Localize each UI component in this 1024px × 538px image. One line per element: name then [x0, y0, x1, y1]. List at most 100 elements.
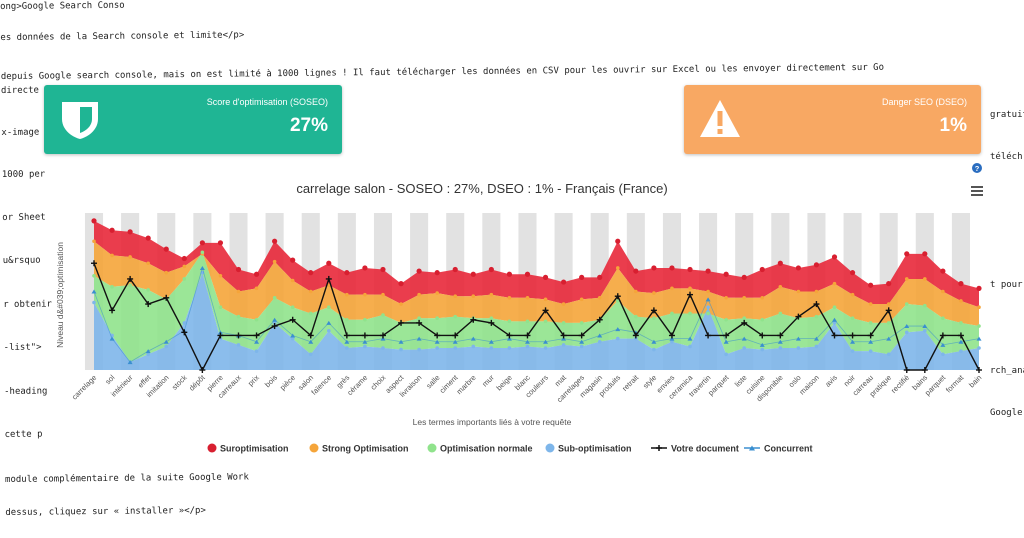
- point-optimisation-normale: [182, 277, 187, 281]
- point-optimisation-normale: [778, 311, 783, 316]
- point-strong-optimisation: [92, 239, 96, 244]
- point-concurrent: [109, 336, 115, 341]
- background-code-line: téléch: [990, 152, 1023, 162]
- x-tick-label: cérame: [345, 373, 369, 397]
- background-code-line: 1000 per: [1, 169, 46, 180]
- legend-item-optimisation-normale[interactable]: Optimisation normale: [427, 443, 533, 454]
- x-tick-label: parquet: [706, 372, 731, 397]
- point-sub-optimisation: [435, 346, 439, 350]
- point-sub-optimisation: [92, 300, 96, 305]
- line-concurrent: [93, 266, 980, 363]
- point-sub-optimisation: [381, 346, 385, 350]
- point-suroptimisation: [813, 262, 820, 268]
- point-strong-optimisation: [525, 295, 530, 300]
- point-suroptimisation: [506, 271, 513, 277]
- point-votre-document: [470, 316, 477, 323]
- point-votre-document: [668, 332, 675, 339]
- x-tick-label: beige: [494, 373, 513, 392]
- point-suroptimisation: [560, 279, 567, 285]
- point-concurrent: [904, 324, 910, 329]
- point-concurrent: [723, 339, 729, 344]
- point-votre-document: [813, 301, 820, 308]
- point-optimisation-normale: [814, 314, 819, 319]
- point-suroptimisation: [488, 266, 494, 273]
- background-code-line: dessus, cliquez sur « installer »</p>: [5, 505, 206, 518]
- point-strong-optimisation: [507, 295, 512, 300]
- point-suroptimisation: [669, 265, 675, 271]
- x-tick-label: retrait: [620, 372, 641, 393]
- point-concurrent: [705, 297, 711, 302]
- point-sub-optimisation: [561, 343, 566, 347]
- legend-item-suroptimisation[interactable]: Suroptimisation: [207, 443, 289, 454]
- svg-text:Concurrent: Concurrent: [764, 444, 813, 454]
- point-votre-document: [939, 332, 946, 339]
- soseo-label: Score d'optimisation (SOSEO): [206, 97, 328, 107]
- legend-item-concurrent[interactable]: Concurrent: [744, 444, 813, 454]
- point-suroptimisation: [723, 271, 729, 277]
- point-sub-optimisation: [923, 328, 927, 333]
- point-optimisation-normale: [652, 316, 656, 320]
- x-tick-label: bain: [967, 373, 983, 389]
- background-code-line: t pour v: [990, 280, 1024, 290]
- point-optimisation-normale: [941, 316, 945, 320]
- point-suroptimisation: [308, 270, 314, 276]
- point-strong-optimisation: [724, 295, 728, 300]
- point-strong-optimisation: [832, 281, 837, 286]
- legend-item-sub-optimisation[interactable]: Sub-optimisation: [545, 443, 632, 454]
- point-strong-optimisation: [579, 297, 584, 302]
- dseo-value: 1%: [939, 115, 967, 136]
- point-suroptimisation: [127, 229, 133, 235]
- point-strong-optimisation: [742, 295, 747, 300]
- point-strong-optimisation: [868, 302, 873, 306]
- point-optimisation-normale: [868, 321, 873, 325]
- legend-item-strong-optimisation[interactable]: Strong Optimisation: [309, 443, 409, 454]
- point-strong-optimisation: [164, 270, 169, 275]
- point-suroptimisation: [416, 268, 422, 274]
- point-sub-optimisation: [868, 349, 873, 353]
- point-sub-optimisation: [706, 305, 710, 309]
- point-suroptimisation: [705, 268, 711, 274]
- point-sub-optimisation: [670, 339, 674, 344]
- svg-text:?: ?: [975, 164, 980, 173]
- point-votre-document: [145, 301, 152, 308]
- point-votre-document: [903, 367, 910, 373]
- point-sub-optimisation: [236, 343, 241, 347]
- point-strong-optimisation: [435, 291, 439, 295]
- point-votre-document: [343, 332, 350, 339]
- point-strong-optimisation: [670, 286, 674, 291]
- point-strong-optimisation: [941, 289, 945, 294]
- point-strong-optimisation: [706, 289, 710, 294]
- point-concurrent: [850, 339, 856, 344]
- point-suroptimisation: [904, 251, 910, 257]
- hamburger-menu-icon[interactable]: [971, 186, 983, 196]
- point-votre-document: [867, 332, 874, 339]
- point-concurrent: [163, 339, 169, 344]
- point-sub-optimisation: [345, 346, 349, 350]
- point-votre-document: [687, 291, 694, 298]
- soseo-value: 27%: [289, 115, 328, 136]
- x-tick-label: pièce: [278, 373, 297, 392]
- point-suroptimisation: [615, 238, 621, 244]
- point-sub-optimisation: [182, 321, 187, 325]
- point-strong-optimisation: [850, 292, 855, 297]
- point-optimisation-normale: [200, 250, 205, 255]
- point-concurrent: [813, 336, 819, 341]
- question-icon[interactable]: ?: [972, 163, 982, 173]
- point-votre-document: [759, 332, 766, 339]
- point-strong-optimisation: [128, 255, 132, 259]
- point-suroptimisation: [759, 266, 765, 273]
- point-suroptimisation: [163, 246, 169, 252]
- point-suroptimisation: [326, 260, 332, 266]
- point-concurrent: [398, 339, 404, 344]
- point-strong-optimisation: [923, 277, 927, 281]
- point-concurrent: [452, 339, 458, 344]
- legend-item-votre-document[interactable]: Votre document: [651, 444, 739, 454]
- background-code-line: or Sheet: [2, 212, 46, 223]
- point-concurrent: [290, 333, 296, 338]
- point-votre-document: [109, 307, 116, 314]
- point-strong-optimisation: [417, 292, 421, 297]
- point-concurrent: [543, 339, 549, 344]
- point-suroptimisation: [651, 265, 657, 271]
- point-optimisation-normale: [435, 316, 439, 320]
